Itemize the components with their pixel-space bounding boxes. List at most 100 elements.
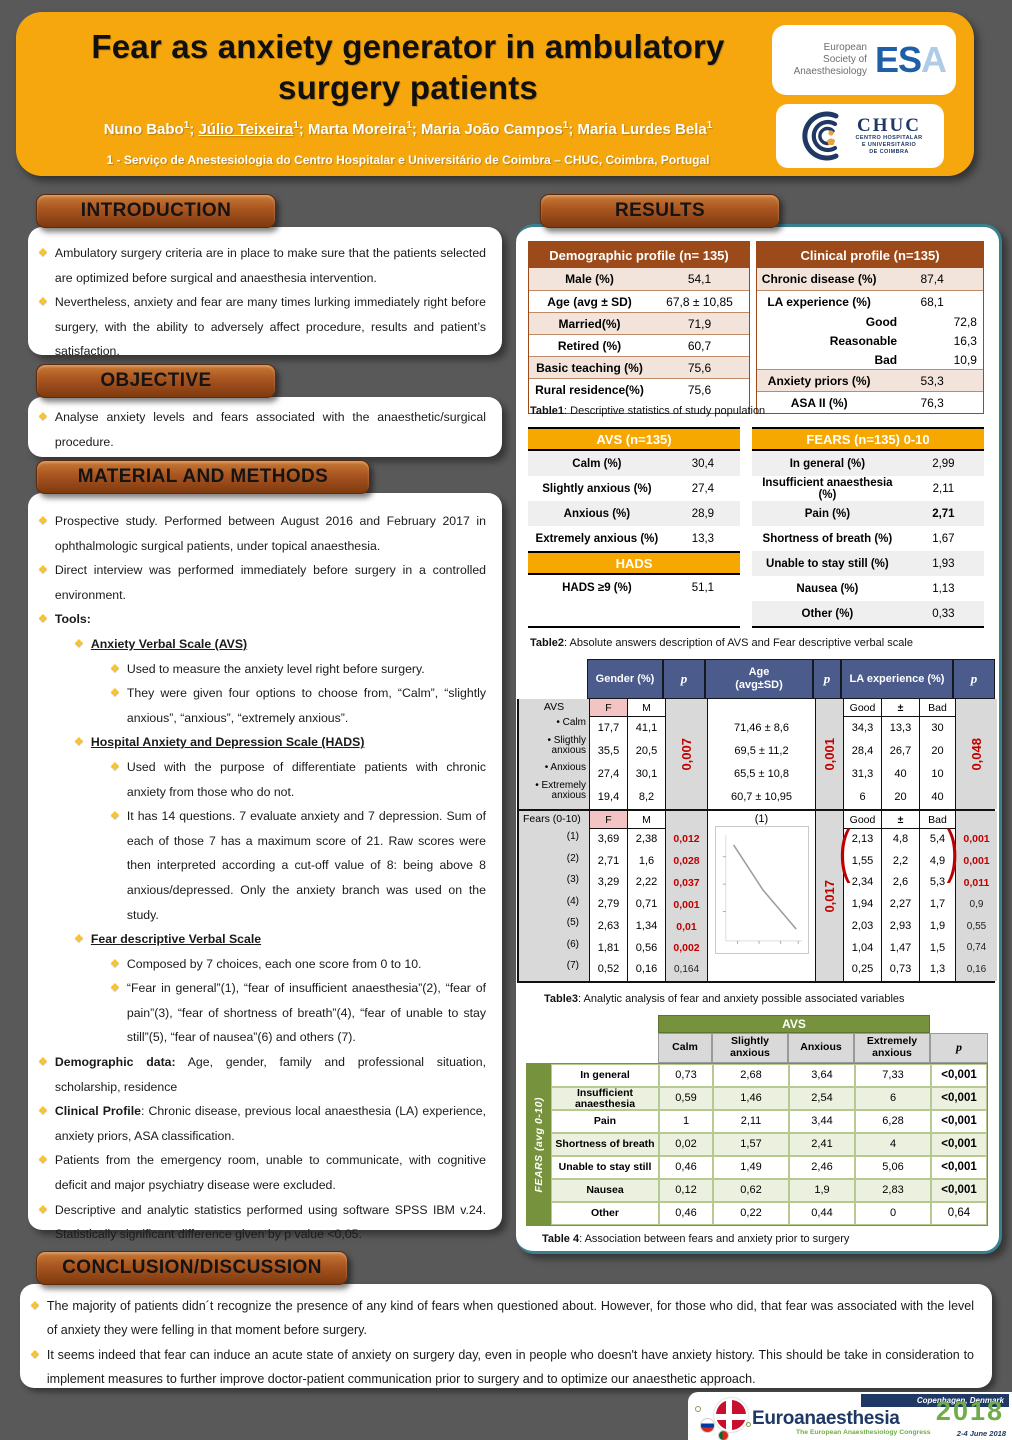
p-value: 0,002	[673, 942, 700, 955]
cell: 0,16	[635, 963, 658, 976]
title-line-2: surgery patients	[278, 69, 538, 107]
cell: 7,33	[855, 1064, 931, 1087]
table-row: Chronic disease (%) 87,4	[757, 268, 983, 290]
section-header-methods: MATERIAL AND METHODS	[36, 460, 370, 494]
star-bullet-icon: ❖	[30, 1300, 40, 1312]
cell: 40	[894, 767, 907, 780]
methods-sub-bullet: ❖ It has 14 questions. 7 evaluate anxiety…	[38, 804, 486, 927]
section-header-conclusion: CONCLUSION/DISCUSSION	[36, 1251, 348, 1285]
methods-sub-bullet: ❖ “Fear in general”(1), “fear of insuffic…	[38, 976, 486, 1050]
esa-wordmark: ESA	[874, 39, 947, 80]
table-row: Extremely anxious (%) 13,3	[528, 526, 740, 551]
cell: 2,6	[892, 876, 909, 889]
table3-fears-age-p: 0,017	[815, 811, 843, 981]
cell: 2,34	[851, 876, 874, 889]
cell: 1,46	[713, 1087, 789, 1110]
cell: 0,62	[713, 1179, 789, 1202]
cell: 2,13	[851, 833, 874, 846]
methods-bullet: ❖ Patients from the emergency room, unabl…	[38, 1148, 486, 1197]
cell: 1,6	[638, 854, 655, 867]
cell: 0,52	[597, 963, 620, 976]
table3-avs-col-age: 71,46 ± 8,6 69,5 ± 11,2 65,5 ± 10,8 60,7…	[707, 699, 815, 809]
table2-avs-header: AVS (n=135)	[528, 427, 740, 451]
table-row: Pain (%) 2,71	[752, 501, 984, 526]
portugal-flag-icon	[718, 1430, 729, 1440]
cell: 1,9	[789, 1179, 855, 1202]
authors-line: Nuno Babo1; Júlio Teixeira1; Marta Morei…	[103, 120, 713, 138]
cell: 26,7	[889, 744, 912, 757]
star-bullet-icon: ❖	[38, 247, 48, 259]
star-bullet-icon: ❖	[74, 933, 84, 946]
cell: 6	[855, 1087, 931, 1110]
table2-caption: Table2: Absolute answers description of …	[530, 637, 913, 649]
cell: 1,55	[851, 854, 874, 867]
table-row: Anxious (%) 28,9	[528, 501, 740, 526]
methods-bullet: ❖ Descriptive and analytic statistics per…	[38, 1198, 486, 1247]
table3: Gender (%) p Age (avg±SD) p LA experience…	[517, 659, 997, 983]
methods-tool-fear-scale: ❖ Fear descriptive Verbal Scale	[38, 927, 486, 952]
table3-header-row: Gender (%) p Age (avg±SD) p LA experience…	[517, 659, 995, 699]
star-bullet-icon: ❖	[38, 1154, 48, 1167]
p-value: 0,164	[673, 964, 700, 976]
conclusion-bullet-1: ❖ The majority of patients didn´t recogni…	[30, 1294, 974, 1343]
author-name: Maria João Campos	[421, 121, 563, 138]
table3-fears-col-bad: Bad 5,4 4,9 5,3 1,7 1,9 1,5 1,3	[919, 811, 955, 981]
p-value: 0,037	[673, 876, 700, 889]
table-row: Unable to stay still (%) 1,93	[752, 551, 984, 576]
cell: 2,03	[851, 919, 874, 932]
cell: 0,71	[635, 898, 658, 911]
conclusion-card: ❖ The majority of patients didn´t recogni…	[20, 1284, 992, 1388]
star-bullet-icon: ❖	[30, 1348, 40, 1361]
table-row: Calm (%) 30,4	[528, 451, 740, 476]
table-row: Other (%) 0,33	[752, 601, 984, 626]
objective-bullet-1: ❖ Analyse anxiety levels and fears associ…	[38, 405, 486, 454]
table-row: Slightly anxious (%) 27,4	[528, 476, 740, 501]
cell: 1	[659, 1110, 713, 1133]
cell: 2,41	[789, 1133, 855, 1156]
cell: 30	[931, 721, 944, 734]
cell: 0,73	[889, 963, 912, 976]
cell: 2,79	[597, 898, 620, 911]
table2-fears-header: FEARS (n=135) 0-10	[752, 427, 984, 451]
methods-sub-bullet: ❖ Used to measure the anxiety level right…	[38, 657, 486, 682]
cell: 19,4	[597, 790, 620, 803]
cell: 8,2	[638, 790, 655, 803]
p-value: 0,001	[963, 855, 990, 868]
table-row: Rural residence(%) 75,6	[529, 378, 749, 400]
cell: 4,9	[929, 854, 946, 867]
congress-year: 2018	[935, 1396, 1004, 1426]
table4-group-header-row: AVS	[526, 1015, 988, 1033]
cell: 1,34	[635, 919, 658, 932]
table1-demographic: Demographic profile (n= 135) Male (%) 54,…	[528, 241, 750, 414]
cell: 1,7	[929, 898, 946, 911]
p-value: <0,001	[931, 1064, 987, 1087]
chuc-arcs-icon	[801, 111, 839, 161]
table4-col-anxious: Anxious	[788, 1033, 854, 1063]
cell: 1,3	[929, 963, 946, 976]
cell: 40	[931, 790, 944, 803]
congress-logo: Copenhagen, Denmark 2018 Euroanaesthesia…	[688, 1392, 1012, 1440]
cell: 3,44	[789, 1110, 855, 1133]
table-row: Male (%) 54,1	[529, 268, 749, 290]
table-row: In general (%) 2,99	[752, 451, 984, 476]
table-row: Bad 10,9	[757, 350, 983, 369]
table3-fears-group: ( ) Fears (0-10) (1) (2) (3) (4) (5)	[519, 811, 997, 981]
table3-header-la: LA experience (%)	[841, 659, 953, 699]
table2-avs: AVS (n=135) Calm (%) 30,4 Slightly anxiou…	[528, 427, 740, 628]
cell: 2,27	[889, 898, 912, 911]
p-value: 0,012	[673, 833, 700, 846]
table3-caption: Table3: Analytic analysis of fear and an…	[544, 993, 905, 1005]
decor-dot	[695, 1406, 701, 1412]
poster-title: Fear as anxiety generator in ambulatory …	[46, 26, 770, 109]
cell: 20,5	[635, 744, 658, 757]
cell: 1,9	[929, 919, 946, 932]
conclusion-bullet-2: ❖ It seems indeed that fear can induce an…	[30, 1343, 974, 1392]
cell: 1,94	[851, 898, 874, 911]
table4-side-label: FEARS (avg 0-10)	[527, 1064, 551, 1225]
star-bullet-icon: ❖	[110, 687, 120, 700]
author-name: Maria Lurdes Bela	[577, 121, 707, 138]
table3-fears-col-good: Good 2,13 1,55 2,34 1,94 2,03 1,04 0,25	[843, 811, 881, 981]
p-value: <0,001	[931, 1179, 987, 1202]
cell: 1,47	[889, 941, 912, 954]
cell: 0,73	[659, 1064, 713, 1087]
